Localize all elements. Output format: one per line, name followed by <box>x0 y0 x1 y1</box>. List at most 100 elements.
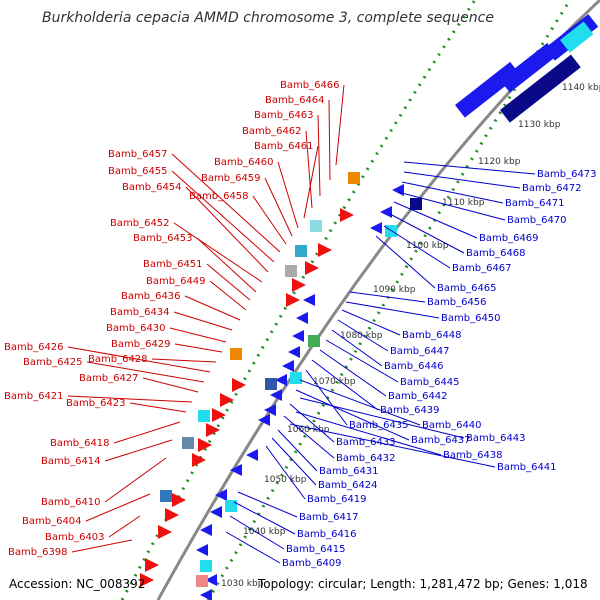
reverse-gene-label: Bamb_6449 <box>146 276 206 287</box>
gene-block <box>265 378 277 390</box>
gene-labels: Bamb_6466 Bamb_6464 Bamb_6463 Bamb_6462 Bamb… <box>4 80 597 569</box>
forward-gene-arrow <box>292 330 304 342</box>
gene-block <box>198 410 210 422</box>
forward-gene-arrow <box>200 524 212 536</box>
forward-label-leader <box>311 359 379 411</box>
reverse-label-leader <box>305 130 313 209</box>
forward-gene-label: Bamb_6465 <box>437 283 497 294</box>
reverse-gene-arrow <box>172 493 186 507</box>
reverse-gene-arrow <box>140 573 154 587</box>
reverse-gene-label: Bamb_6430 <box>106 323 166 334</box>
forward-label-leader <box>349 291 426 303</box>
reverse-gene-label: Bamb_6454 <box>122 182 182 193</box>
forward-gene-label: Bamb_6445 <box>400 377 460 388</box>
reverse-gene-arrow <box>220 393 234 407</box>
forward-label-leader <box>299 379 421 426</box>
reverse-gene-label: Bamb_6460 <box>214 157 274 168</box>
gene-block <box>290 372 302 384</box>
forward-label-leader <box>397 191 506 221</box>
summary-text: Topology: circular; Length: 1,281,472 bp… <box>257 577 588 591</box>
gene-block <box>285 265 297 277</box>
forward-gene-arrow <box>258 414 270 426</box>
reverse-gene-arrow <box>192 453 206 467</box>
reverse-label-leader <box>184 295 241 321</box>
forward-gene-label: Bamb_6416 <box>297 529 357 540</box>
forward-label-leader <box>229 515 285 550</box>
reverse-label-leader <box>108 515 141 538</box>
forward-gene-block <box>455 61 521 118</box>
forward-gene-label: Bamb_6473 <box>537 169 597 180</box>
forward-label-leader <box>295 389 410 441</box>
reverse-gene-label: Bamb_6410 <box>41 497 101 508</box>
forward-gene-arrow <box>270 389 282 401</box>
reverse-gene-label: Bamb_6434 <box>110 307 170 318</box>
forward-gene-label: Bamb_6468 <box>466 248 526 259</box>
forward-label-leader <box>237 491 298 518</box>
reverse-label-leader <box>185 186 269 273</box>
forward-label-leader <box>319 349 387 397</box>
reverse-label-leader <box>303 145 319 219</box>
reverse-gene-arrow <box>340 208 354 222</box>
reverse-label-leader <box>328 99 331 181</box>
forward-gene-label: Bamb_6433 <box>336 437 396 448</box>
gene-track <box>140 14 599 600</box>
gene-block <box>310 220 322 232</box>
forward-gene-arrow <box>230 464 242 476</box>
reverse-gene-label: Bamb_6458 <box>189 191 249 202</box>
forward-label-leader <box>341 309 401 336</box>
reverse-label-leader <box>71 539 133 553</box>
kbp-tick-label: 1120 kbp <box>478 157 521 167</box>
forward-label-leader <box>401 181 504 204</box>
reverse-gene-label: Bamb_6451 <box>143 259 203 270</box>
reverse-gene-label: Bamb_6403 <box>45 532 105 543</box>
forward-gene-arrow <box>205 574 217 586</box>
forward-gene-block <box>500 43 558 93</box>
kbp-tick-label: 1100 kbp <box>406 241 449 251</box>
gene-block <box>225 500 237 512</box>
reverse-gene-label: Bamb_6466 <box>280 80 340 91</box>
reverse-gene-arrow <box>165 508 179 522</box>
forward-gene-label: Bamb_6440 <box>422 420 482 431</box>
reverse-gene-arrow <box>286 293 300 307</box>
forward-gene-arrow <box>380 206 392 218</box>
reverse-gene-arrow <box>292 278 306 292</box>
gene-block <box>182 437 194 449</box>
forward-label-leader <box>325 339 399 383</box>
forward-gene-label: Bamb_6415 <box>286 544 346 555</box>
kbp-tick-label: 1060 kbp <box>287 425 330 435</box>
reverse-gene-label: Bamb_6461 <box>254 141 314 152</box>
reverse-gene-label: Bamb_6427 <box>79 373 139 384</box>
reverse-gene-label: Bamb_6455 <box>108 166 168 177</box>
forward-gene-block <box>500 54 581 123</box>
forward-label-leader <box>345 301 440 319</box>
reverse-gene-label: Bamb_6429 <box>111 339 171 350</box>
forward-label-leader <box>299 397 465 439</box>
forward-label-leader <box>393 201 478 239</box>
forward-label-leader <box>295 411 442 456</box>
reverse-label-leader <box>142 377 199 393</box>
kbp-tick-label: 1030 kbp <box>221 579 264 589</box>
kbp-tick-label: 1130 kbp <box>518 120 561 130</box>
forward-gene-label: Bamb_6467 <box>452 263 512 274</box>
forward-gene-label: Bamb_6409 <box>282 558 342 569</box>
forward-label-leader <box>403 171 521 189</box>
reverse-gene-label: Bamb_6453 <box>133 233 193 244</box>
kbp-tick-label: 1110 kbp <box>442 198 485 208</box>
forward-gene-label: Bamb_6448 <box>402 330 462 341</box>
forward-gene-arrow <box>210 506 222 518</box>
forward-gene-arrow <box>288 346 300 358</box>
gene-block <box>160 490 172 502</box>
kbp-tick-label: 1090 kbp <box>373 285 416 295</box>
forward-label-leader <box>289 423 496 468</box>
reverse-label-leader <box>209 280 247 311</box>
reverse-gene-label: Bamb_6404 <box>22 516 82 527</box>
reverse-gene-label: Bamb_6421 <box>4 391 64 402</box>
reverse-gene-label: Bamb_6452 <box>110 218 170 229</box>
reverse-label-leader <box>252 195 287 245</box>
gc-skew-track-inner <box>206 0 572 600</box>
forward-gene-label: Bamb_6424 <box>318 480 378 491</box>
forward-gene-arrow <box>215 489 227 501</box>
gene-block <box>410 198 422 210</box>
reverse-label-leader <box>67 395 193 403</box>
